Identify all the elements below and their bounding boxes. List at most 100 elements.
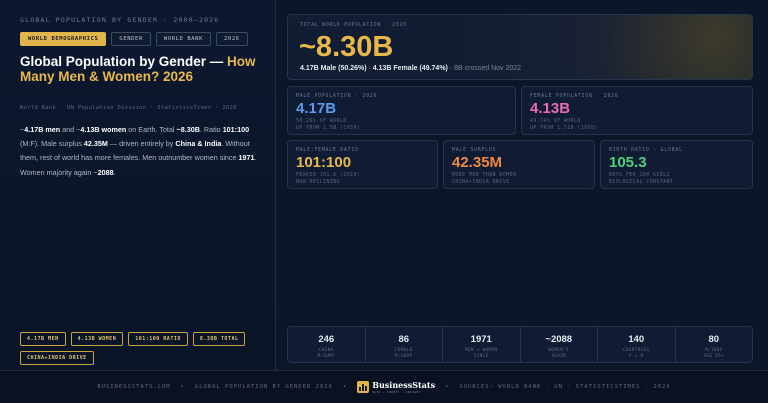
stat-number: ~2088 bbox=[545, 334, 573, 345]
stat-caption-line: COUNTRIES bbox=[623, 347, 650, 352]
stat-number: 80 bbox=[708, 334, 720, 345]
card-label: MALE POPULATION · 2026 bbox=[296, 94, 378, 99]
title-main: Global Population by Gender — bbox=[20, 54, 228, 69]
footer-dot: • bbox=[445, 384, 450, 390]
stat-item: 140 COUNTRIES F > M bbox=[598, 327, 676, 362]
stat-number: 140 bbox=[628, 334, 645, 345]
tab-2026[interactable]: 2026 bbox=[216, 32, 248, 46]
eyebrow: GLOBAL POPULATION BY GENDER · 2000–2026 bbox=[20, 16, 220, 24]
brand-tagline: DATA · CHARTS · INSIGHT bbox=[372, 390, 421, 394]
birth-ratio-card: BIRTH RATIO · GLOBAL 105.3 BOYS PER 100 … bbox=[600, 140, 753, 189]
tag-chips: 4.17B MEN 4.13B WOMEN 101:100 RATIO 8.30… bbox=[20, 332, 270, 365]
card-sub-line: UP FROM 1.5B (1950) bbox=[296, 126, 361, 131]
card-sub-line: BIOLOGICAL CONSTANT bbox=[609, 180, 674, 185]
desc-text: ~ bbox=[20, 125, 25, 134]
stat-caption: M/100F AGE 65+ bbox=[676, 347, 753, 359]
hero-value: ~8.30B bbox=[299, 31, 394, 63]
brand-text: BusinessStats DATA · CHARTS · INSIGHT bbox=[372, 380, 435, 394]
hero-female: 4.13B Female (49.74%) bbox=[372, 65, 448, 72]
left-panel: GLOBAL POPULATION BY GENDER · 2000–2026 … bbox=[0, 0, 276, 370]
stat-item: 1971 MEN > WOMEN SINCE bbox=[443, 327, 521, 362]
stat-caption: WOMEN'S AGAIN bbox=[521, 347, 598, 359]
footer-dot: • bbox=[342, 384, 348, 390]
desc-text: . bbox=[113, 167, 116, 177]
ratio-card: MALE:FEMALE RATIO 101:100 PEAKED 101.6 (… bbox=[287, 140, 438, 189]
card-sub: PEAKED 101.6 (2010) NOW DECLINING bbox=[296, 172, 360, 186]
stat-caption-line: MEN > WOMEN bbox=[465, 347, 498, 352]
card-label: FEMALE POPULATION · 2026 bbox=[530, 94, 619, 99]
footer: BUSINESSSTATS.COM • GLOBAL POPULATION BY… bbox=[0, 370, 768, 403]
page-title: Global Population by Gender — How Many M… bbox=[20, 54, 260, 84]
desc-women: 4.13B women bbox=[80, 125, 127, 134]
stats-strip: 246 CHINA M:SURP 86 FEMALE M:SURP 1971 MEN > … bbox=[287, 326, 753, 363]
stat-caption-line: M:SURP bbox=[394, 353, 413, 358]
source-line: World Bank · UN Population Division · St… bbox=[20, 105, 237, 111]
tab-world-bank[interactable]: WORLD BANK bbox=[155, 32, 211, 46]
footer-site-link[interactable]: BUSINESSSTATS.COM bbox=[97, 384, 171, 390]
desc-men: 4.17B men bbox=[24, 125, 61, 134]
hero-male: 4.17B Male (50.26%) bbox=[300, 65, 367, 72]
desc-text: . Ratio bbox=[199, 125, 223, 134]
card-value: 4.17B bbox=[296, 100, 337, 117]
chip-women[interactable]: 4.13B WOMEN bbox=[70, 332, 124, 346]
desc-text: — driven entirely by bbox=[107, 139, 176, 149]
footer-dot: • bbox=[180, 384, 185, 390]
stat-caption-line: M:SURP bbox=[317, 353, 336, 358]
card-value: 101:100 bbox=[296, 154, 352, 171]
chip-men[interactable]: 4.17B MEN bbox=[20, 332, 66, 346]
stat-caption: CHINA M:SURP bbox=[288, 347, 365, 359]
card-sub-line: BOYS PER 100 GIRLS bbox=[609, 173, 670, 178]
stat-caption-line: SINCE bbox=[473, 353, 489, 358]
chip-ratio[interactable]: 101:100 RATIO bbox=[128, 332, 188, 346]
card-sub-line: 49.74% OF WORLD bbox=[530, 119, 581, 124]
tab-world-demographics[interactable]: WORLD DEMOGRAPHICS bbox=[20, 32, 107, 46]
card-value: 42.35M bbox=[452, 154, 503, 171]
hero-note: · 8B crossed Nov 2022 bbox=[447, 65, 522, 72]
stat-item: 80 M/100F AGE 65+ bbox=[676, 327, 753, 362]
tab-gender[interactable]: GENDER bbox=[111, 32, 151, 46]
stat-caption-line: M/100F bbox=[704, 347, 723, 352]
title-highlight: How Many Men & Women? 2026 bbox=[20, 54, 256, 84]
chip-china-india[interactable]: CHINA+INDIA DRIVE bbox=[20, 351, 94, 365]
bar-chart-icon bbox=[357, 381, 370, 393]
card-sub: BOYS PER 100 GIRLS BIOLOGICAL CONSTANT bbox=[609, 172, 673, 186]
card-label: MALE SURPLUS bbox=[452, 148, 497, 153]
stat-caption-line: CHINA bbox=[318, 347, 334, 352]
description: ~4.17B men and ~4.13B women on Earth. To… bbox=[20, 123, 265, 180]
desc-ratio: 101:100 bbox=[222, 125, 250, 134]
hero-sep: · bbox=[366, 65, 373, 72]
card-sub: 50.26% OF WORLD UP FROM 1.5B (1950) bbox=[296, 118, 360, 132]
stat-number: 246 bbox=[318, 334, 335, 345]
card-sub-line: PEAKED 101.6 (2010) bbox=[296, 173, 361, 178]
tab-bar: WORLD DEMOGRAPHICS GENDER WORLD BANK 202… bbox=[20, 32, 248, 46]
desc-surplus: 42.35M bbox=[83, 139, 108, 149]
desc-text: . Without them, rest of world has more f… bbox=[20, 139, 250, 163]
stat-caption-line: WOMEN'S bbox=[548, 347, 569, 352]
stat-caption-line: F > M bbox=[628, 353, 644, 358]
card-value: 105.3 bbox=[609, 154, 647, 171]
male-population-card: MALE POPULATION · 2026 4.17B 50.26% OF W… bbox=[287, 86, 516, 135]
footer-topic: GLOBAL POPULATION BY GENDER 2026 bbox=[194, 384, 333, 390]
desc-drivers: China & India bbox=[175, 139, 222, 149]
brand-logo[interactable]: BusinessStats DATA · CHARTS · INSIGHT bbox=[357, 380, 435, 394]
desc-text: (M:F). Male surplus bbox=[20, 139, 84, 149]
card-label: MALE:FEMALE RATIO bbox=[296, 148, 359, 153]
stat-caption: MEN > WOMEN SINCE bbox=[443, 347, 520, 359]
card-label: BIRTH RATIO · GLOBAL bbox=[609, 148, 683, 153]
male-surplus-card: MALE SURPLUS 42.35M MORE MEN THAN WOMEN C… bbox=[443, 140, 595, 189]
card-sub-line: UP FROM 1.51B (1950) bbox=[530, 126, 598, 131]
stat-caption-line: AGE 65+ bbox=[703, 353, 724, 358]
hero-label: TOTAL WORLD POPULATION · 2026 bbox=[300, 23, 407, 28]
card-sub-line: 50.26% OF WORLD bbox=[296, 119, 347, 124]
total-population-card: TOTAL WORLD POPULATION · 2026 ~8.30B 4.1… bbox=[287, 14, 753, 80]
stat-caption-line: FEMALE bbox=[394, 347, 413, 352]
stat-item: 246 CHINA M:SURP bbox=[288, 327, 366, 362]
stat-item: ~2088 WOMEN'S AGAIN bbox=[521, 327, 598, 362]
stat-item: 86 FEMALE M:SURP bbox=[366, 327, 443, 362]
brand-name: BusinessStats bbox=[372, 380, 436, 390]
card-sub-line: MORE MEN THAN WOMEN bbox=[452, 173, 517, 178]
card-sub: MORE MEN THAN WOMEN CHINA+INDIA DRIVE bbox=[452, 172, 516, 186]
desc-text: and ~ bbox=[60, 125, 81, 134]
chip-total[interactable]: 8.30B TOTAL bbox=[192, 332, 246, 346]
card-sub-line: CHINA+INDIA DRIVE bbox=[452, 180, 510, 185]
